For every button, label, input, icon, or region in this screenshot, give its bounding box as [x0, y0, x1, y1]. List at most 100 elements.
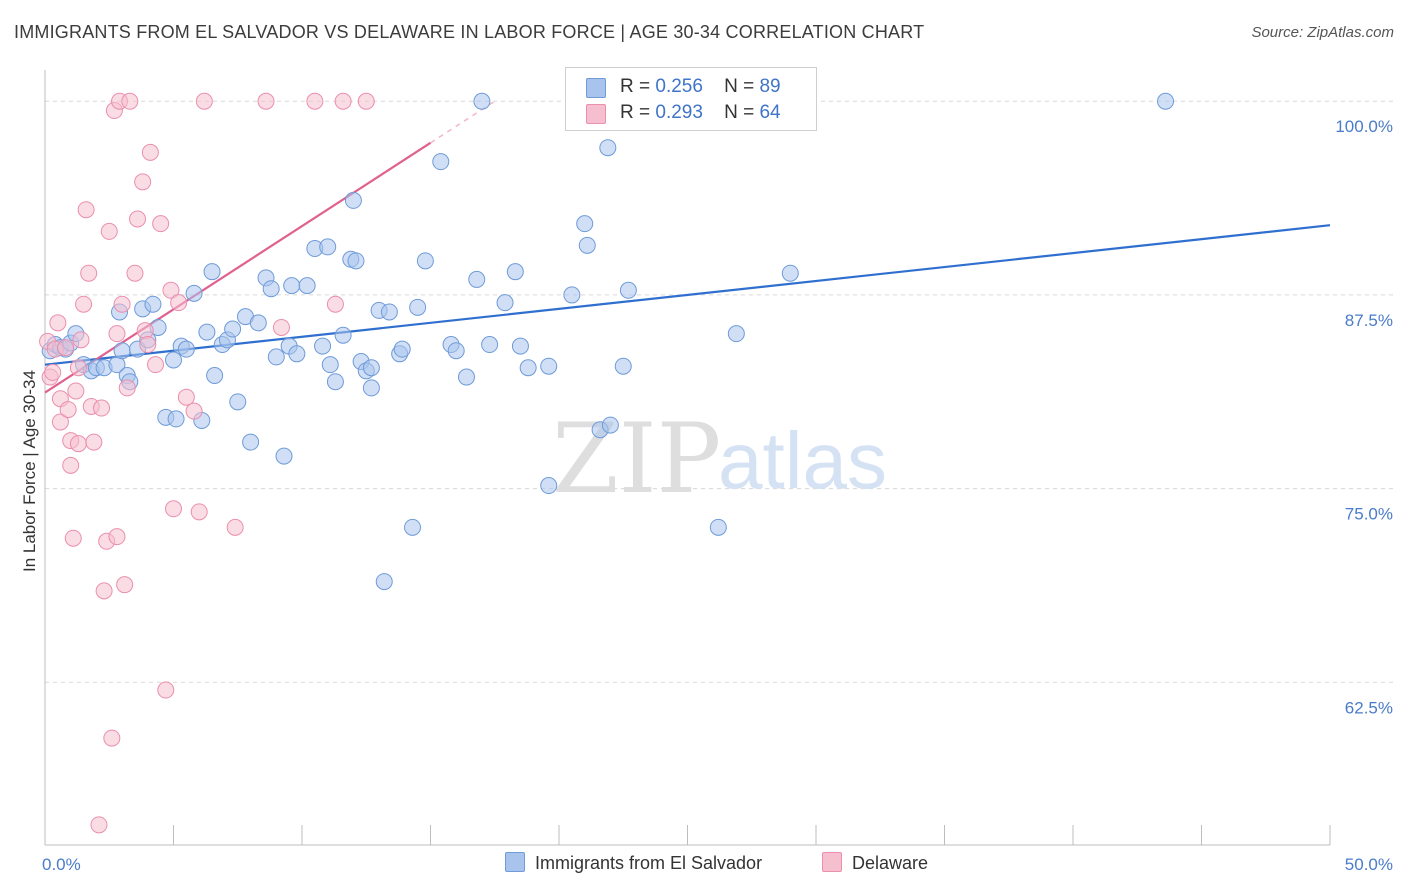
el-salvador-point	[267, 348, 285, 366]
y-axis-label: In Labor Force | Age 30-34	[20, 370, 39, 572]
delaware-point	[108, 528, 126, 546]
delaware-point	[108, 325, 126, 343]
delaware-point	[75, 295, 93, 313]
el-salvador-point	[380, 303, 398, 321]
legend-r-value: 0.256	[655, 76, 703, 97]
legend-n-label: N =	[724, 102, 755, 123]
delaware-point	[69, 435, 87, 453]
el-salvador-point	[496, 294, 514, 312]
el-salvador-point	[563, 286, 581, 304]
el-salvador-point	[468, 270, 486, 288]
data-points	[39, 92, 1175, 834]
delaware-point	[226, 518, 244, 536]
delaware-point	[129, 210, 147, 228]
el-salvador-point	[203, 263, 221, 281]
el-salvador-point	[375, 573, 393, 591]
el-salvador-point	[321, 356, 339, 374]
el-salvador-point	[457, 368, 475, 386]
delaware-point	[103, 729, 121, 747]
delaware-point	[177, 388, 195, 406]
el-salvador-point	[576, 215, 594, 233]
el-salvador-point	[416, 252, 434, 270]
watermark-zip: ZIP	[552, 403, 721, 515]
legend-swatch-blue	[586, 78, 606, 98]
y-tick-label: 87.5%	[1345, 311, 1393, 330]
el-salvador-point	[319, 238, 337, 256]
bottom-legend-swatch-blue	[505, 852, 525, 872]
el-salvador-point	[599, 139, 617, 157]
delaware-point	[85, 433, 103, 451]
el-salvador-point	[432, 153, 450, 171]
el-salvador-point	[314, 337, 332, 355]
el-salvador-point	[519, 359, 537, 377]
delaware-point	[306, 92, 324, 110]
delaware-point	[170, 294, 188, 312]
el-salvador-point	[275, 447, 293, 465]
delaware-point	[152, 215, 170, 233]
el-salvador-point	[326, 373, 344, 391]
el-salvador-point	[362, 379, 380, 397]
el-salvador-point	[473, 92, 491, 110]
watermark-atlas: atlas	[718, 416, 887, 505]
el-salvador-point	[198, 323, 216, 341]
el-salvador-point	[334, 326, 352, 344]
el-salvador-point	[781, 264, 799, 282]
correlation-legend: R = 0.256 N = 89 R = 0.293 N = 64	[565, 67, 817, 131]
el-salvador-point	[362, 359, 380, 377]
el-salvador-point	[619, 281, 637, 299]
delaware-point	[195, 92, 213, 110]
y-tick-labels: 62.5% 75.0% 87.5% 100.0%	[1335, 117, 1393, 717]
delaware-point	[95, 582, 113, 600]
el-salvador-point	[540, 357, 558, 375]
delaware-point	[190, 503, 208, 521]
delaware-point	[59, 401, 77, 419]
legend-r-value: 0.293	[655, 102, 703, 123]
delaware-point	[62, 456, 80, 474]
el-salvador-point	[224, 320, 242, 338]
delaware-point	[141, 143, 159, 161]
delaware-point	[334, 92, 352, 110]
bottom-legend-label: Immigrants from El Salvador	[535, 853, 763, 873]
el-salvador-point	[165, 351, 182, 369]
delaware-point	[49, 314, 67, 332]
delaware-point	[157, 681, 175, 699]
delaware-point	[118, 379, 136, 397]
el-salvador-point	[177, 340, 195, 358]
el-salvador-point	[540, 477, 558, 495]
el-salvador-point	[447, 342, 465, 360]
el-salvador-point	[242, 433, 260, 451]
trend-lines	[44, 100, 1331, 394]
delaware-point	[77, 201, 95, 219]
el-salvador-point	[229, 393, 247, 411]
el-salvador-point	[511, 337, 529, 355]
delaware-point	[90, 816, 108, 834]
x-tick-label: 0.0%	[42, 855, 81, 874]
delaware-point	[93, 399, 111, 417]
delaware-trend-line	[44, 141, 432, 394]
y-tick-label: 75.0%	[1345, 505, 1393, 524]
el-salvador-trend-line	[44, 224, 1331, 366]
chart-title: IMMIGRANTS FROM EL SALVADOR VS DELAWARE …	[14, 22, 925, 42]
legend-r-label: R =	[620, 76, 651, 97]
delaware-point	[121, 92, 139, 110]
delaware-point	[357, 92, 375, 110]
bottom-legend-delaware: Delaware	[822, 852, 928, 874]
el-salvador-point	[601, 416, 619, 434]
y-tick-label: 62.5%	[1345, 698, 1393, 717]
x-tick-label: 50.0%	[1345, 855, 1393, 874]
delaware-point	[185, 402, 203, 420]
delaware-point	[44, 363, 62, 381]
el-salvador-point	[506, 263, 524, 281]
delaware-point	[116, 576, 134, 594]
bottom-legend-swatch-pink	[822, 852, 842, 872]
el-salvador-point	[185, 284, 203, 302]
el-salvador-point	[481, 336, 499, 354]
delaware-point	[162, 281, 180, 299]
bottom-legend-label: Delaware	[852, 853, 929, 873]
el-salvador-point	[404, 518, 422, 536]
delaware-point	[72, 331, 90, 349]
el-salvador-point	[578, 236, 596, 254]
el-salvador-point	[288, 345, 306, 363]
delaware-point	[147, 356, 165, 374]
